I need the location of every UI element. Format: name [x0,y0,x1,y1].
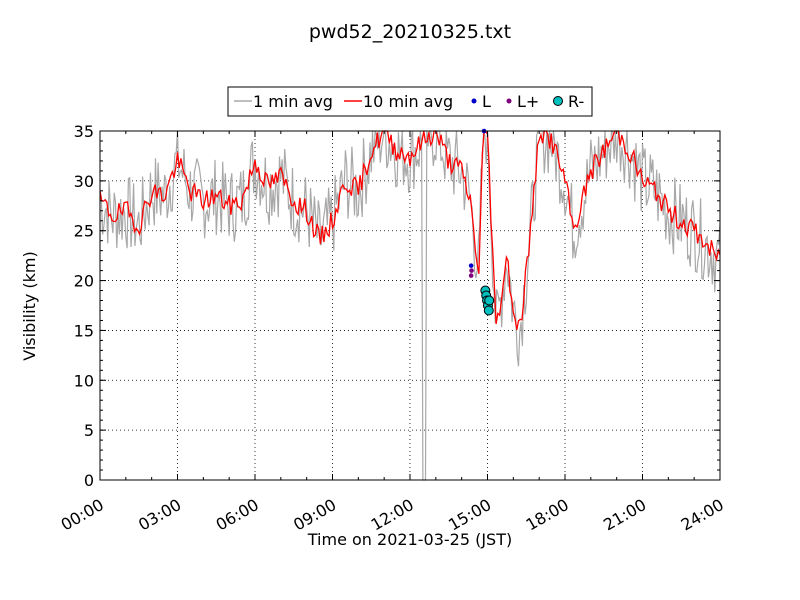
x-tick-label: 00:00 [58,495,107,535]
legend-label: L [482,92,491,111]
x-tick-label: 18:00 [523,495,572,535]
y-tick-label: 15 [74,321,94,340]
x-tick-label: 12:00 [368,495,417,535]
legend-label: 10 min avg [363,92,453,111]
chart-title: pwd52_20210325.txt [309,21,511,43]
x-axis-title: Time on 2021-03-25 (JST) [307,530,512,549]
series-layer [99,128,721,331]
legend-box [227,86,593,117]
legend-swatch [506,98,512,104]
y-axis-title: Visibility (km) [20,251,39,360]
series-1-min-avg [99,130,721,481]
marker-l [468,263,474,268]
legend: 1 min avg 10 min avg L L+ R- [227,86,593,117]
marker-l-plus [468,273,474,278]
legend-swatch [471,98,477,104]
x-tick-label: 03:00 [135,495,184,535]
legend-label: L+ [517,92,539,111]
marker-r [484,295,495,306]
plot-area [100,131,720,480]
one-min-avg-line [99,130,721,481]
x-tick-label: 24:00 [678,495,727,535]
y-tick-label: 0 [84,471,94,490]
y-tick-label: 10 [74,371,94,390]
legend-swatch [553,96,563,106]
x-tick-label: 06:00 [213,495,262,535]
x-tick-label: 09:00 [290,495,339,535]
y-tick-label: 25 [74,222,94,241]
legend-label: 1 min avg [253,92,333,111]
y-tick-label: 35 [74,122,94,141]
marker-l-plus [469,268,474,273]
x-tick-label: 21:00 [600,495,649,535]
marker-r [483,305,494,316]
y-tick-label: 20 [74,272,94,291]
x-tick-label: 15:00 [445,495,494,535]
y-tick-label: 5 [84,421,94,440]
y-tick-label: 30 [74,172,94,191]
legend-label: R- [568,92,584,111]
